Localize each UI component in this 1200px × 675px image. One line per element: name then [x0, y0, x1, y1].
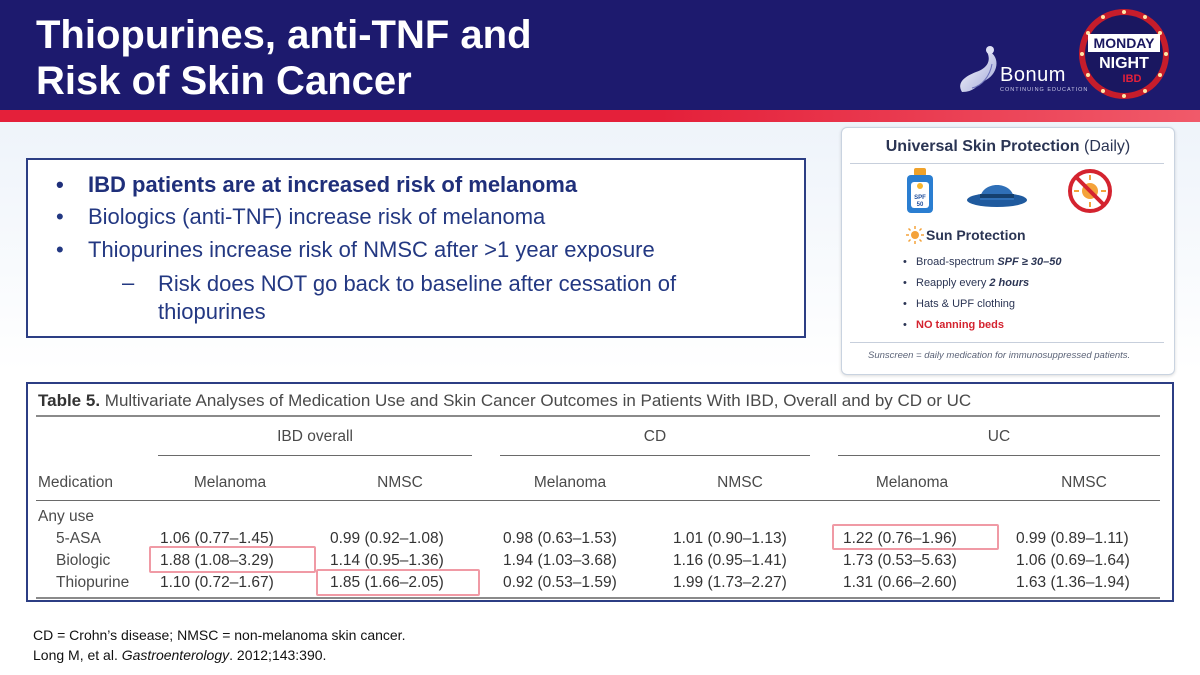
- table-bottom-rule: [36, 597, 1160, 599]
- table-cell: 0.99 (0.92–1.08): [330, 530, 444, 547]
- table-cell: 1.94 (1.03–3.68): [503, 552, 617, 569]
- table-cell: 1.88 (1.08–3.29): [160, 552, 274, 569]
- footnote-reference: Long M, et al. Gastroenterology. 2012;14…: [33, 647, 326, 663]
- bullet-text: Thiopurines increase risk of NMSC after …: [88, 237, 655, 262]
- highlight-box: [316, 569, 480, 596]
- table-group-rule: [158, 455, 472, 456]
- table-cell: 1.22 (0.76–1.96): [843, 530, 957, 547]
- table-col-header: NMSC: [717, 474, 763, 491]
- table-header-rule: [36, 500, 1160, 501]
- skin-card-divider: [850, 163, 1164, 164]
- sun-item-warning: NO tanning beds: [916, 319, 1004, 331]
- header-stripe: [0, 110, 1200, 122]
- table-row-label: 5-ASA: [56, 530, 101, 547]
- sunscreen-bottle-icon: SPF 50: [907, 168, 933, 213]
- reference-citation: . 2012;143:390.: [229, 647, 327, 663]
- bullet-text: IBD patients are at increased risk of me…: [88, 172, 578, 197]
- table-cell: 1.10 (0.72–1.67): [160, 574, 274, 591]
- slide-title-line1: Thiopurines, anti-TNF and: [36, 13, 532, 57]
- footnote-abbreviations: CD = Crohn’s disease; NMSC = non-melanom…: [33, 627, 406, 643]
- sun-item-text: Broad-spectrum: [916, 256, 998, 268]
- bonum-logo-text: Bonum: [1000, 64, 1066, 86]
- table-cell: 1.63 (1.36–1.94): [1016, 574, 1130, 591]
- sun-item-text: Reapply every: [916, 277, 990, 289]
- spf-label-text: SPF: [914, 195, 926, 201]
- skin-card-footer: Sunscreen = daily medication for immunos…: [868, 350, 1131, 361]
- table-cell: 1.06 (0.69–1.64): [1016, 552, 1130, 569]
- table-cell: 1.73 (0.53–5.63): [843, 552, 957, 569]
- results-table: [26, 382, 1174, 602]
- header-bar: [0, 0, 1200, 110]
- table-cell: 1.16 (0.95–1.41): [673, 552, 787, 569]
- bullet-glyph: •: [56, 204, 64, 229]
- slide-title-line2: Risk of Skin Cancer: [36, 59, 412, 103]
- sub-bullet-text: Risk does NOT go back to baseline after …: [158, 271, 677, 324]
- table-cell: 1.31 (0.66–2.60): [843, 574, 957, 591]
- table-cell: 1.99 (1.73–2.27): [673, 574, 787, 591]
- bullet-glyph: •: [56, 172, 64, 197]
- table-group-rule: [838, 455, 1160, 456]
- table-row-label: Biologic: [56, 552, 111, 569]
- table-cell: 0.99 (0.89–1.11): [1016, 530, 1129, 547]
- sun-icon: [906, 226, 924, 244]
- table-cell: 1.01 (0.90–1.13): [673, 530, 787, 547]
- table-col-header: Melanoma: [533, 474, 607, 491]
- table-col-header: Melanoma: [193, 474, 267, 491]
- table-col-header-medication: Medication: [38, 474, 113, 491]
- table-row-group-label: Any use: [38, 508, 95, 525]
- table-cell: 1.06 (0.77–1.45): [160, 530, 274, 547]
- table-cell: 0.92 (0.53–1.59): [503, 574, 617, 591]
- sun-item-highlight: SPF ≥ 30–50: [997, 256, 1062, 268]
- bullet-glyph: •: [56, 237, 64, 262]
- monday-night-ibd-logo-icon: MONDAY NIGHT IBD: [1079, 9, 1169, 99]
- table-col-header: Melanoma: [875, 474, 949, 491]
- no-tanning-icon: [1068, 169, 1112, 213]
- bonum-logo-subtext: CONTINUING EDUCATION: [1000, 87, 1089, 93]
- table-cell: 1.85 (1.66–2.05): [330, 574, 444, 591]
- table-cell: 0.98 (0.63–1.53): [503, 530, 617, 547]
- table-top-rule: [36, 415, 1160, 417]
- table-caption-text: Multivariate Analyses of Medication Use …: [104, 391, 972, 410]
- skin-card-divider: [850, 342, 1164, 343]
- table-caption: Table 5. Multivariate Analyses of Medica…: [38, 391, 971, 411]
- skin-protection-card: [841, 127, 1175, 375]
- sun-item-highlight: 2 hours: [989, 277, 1030, 289]
- svg-text:NIGHT: NIGHT: [1099, 55, 1149, 72]
- skin-card-title-bold: Universal Skin Protection: [885, 138, 1080, 155]
- sun-protection-title: Sun Protection: [926, 227, 1026, 243]
- key-points-box: [26, 158, 806, 338]
- reference-authors: Long M, et al.: [33, 647, 122, 663]
- table-caption-label: Table 5.: [38, 391, 101, 410]
- table-group-header: IBD overall: [277, 428, 353, 445]
- svg-text:MONDAY: MONDAY: [1094, 35, 1156, 51]
- sun-item-text: Hats & UPF clothing: [916, 298, 1016, 310]
- highlight-box: [149, 546, 316, 573]
- spf-value-text: 50: [917, 202, 924, 208]
- table-col-header: NMSC: [1061, 474, 1107, 491]
- sun-hat-icon: [967, 185, 1027, 207]
- table-group-header: UC: [987, 428, 1011, 445]
- slide-title: Thiopurines, anti-TNF and Risk of Skin C…: [36, 12, 796, 104]
- bullet-text: Biologics (anti-TNF) increase risk of me…: [88, 204, 546, 229]
- sub-bullet-glyph: –: [122, 270, 135, 295]
- reference-journal: Gastroenterology: [121, 647, 230, 663]
- skin-card-title-light: (Daily): [1084, 138, 1131, 155]
- svg-text:IBD: IBD: [1123, 73, 1142, 85]
- skin-card-title: Universal Skin Protection (Daily): [841, 138, 1175, 156]
- table-row-label: Thiopurine: [56, 574, 130, 591]
- table-group-header: CD: [643, 428, 667, 445]
- table-group-rule: [500, 455, 810, 456]
- bonum-logo-icon: [960, 46, 997, 92]
- table-col-header: NMSC: [377, 474, 423, 491]
- table-cell: 1.14 (0.95–1.36): [330, 552, 444, 569]
- highlight-box: [832, 524, 999, 550]
